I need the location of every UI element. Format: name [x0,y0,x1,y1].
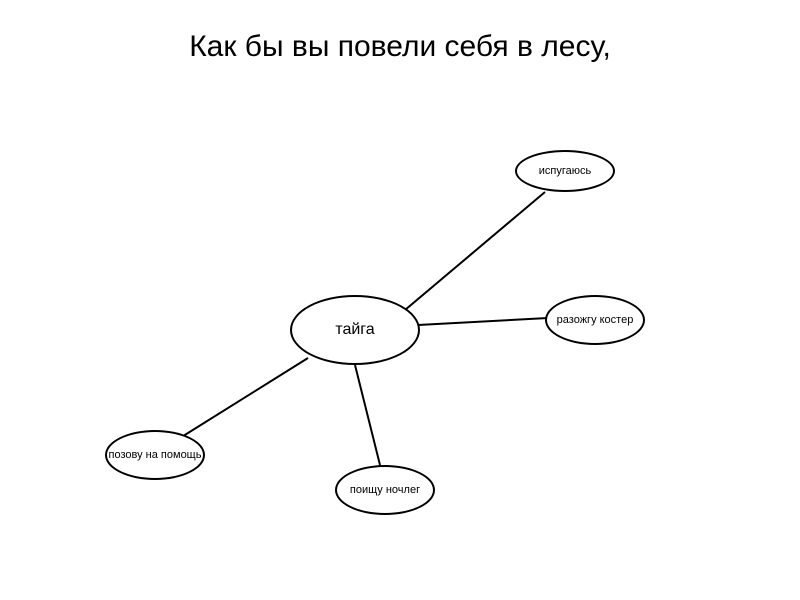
edge-help [180,358,308,438]
node-sleep: поищу ночлег [335,465,435,515]
node-help-label: позову на помощь [109,449,202,461]
node-fire: разожгу костер [545,295,645,345]
node-sleep-label: поищу ночлег [350,484,420,496]
node-scared-label: испугаюсь [539,165,591,177]
edge-scared [405,192,545,310]
edge-sleep [355,365,380,465]
node-help: позову на помощь [105,430,205,480]
node-scared: испугаюсь [515,150,615,192]
concept-diagram: тайга испугаюсь разожгу костер позову на… [0,0,800,600]
edge-fire [418,318,548,325]
node-fire-label: разожгу костер [557,314,634,326]
node-center: тайга [290,295,420,365]
node-center-label: тайга [335,321,374,339]
